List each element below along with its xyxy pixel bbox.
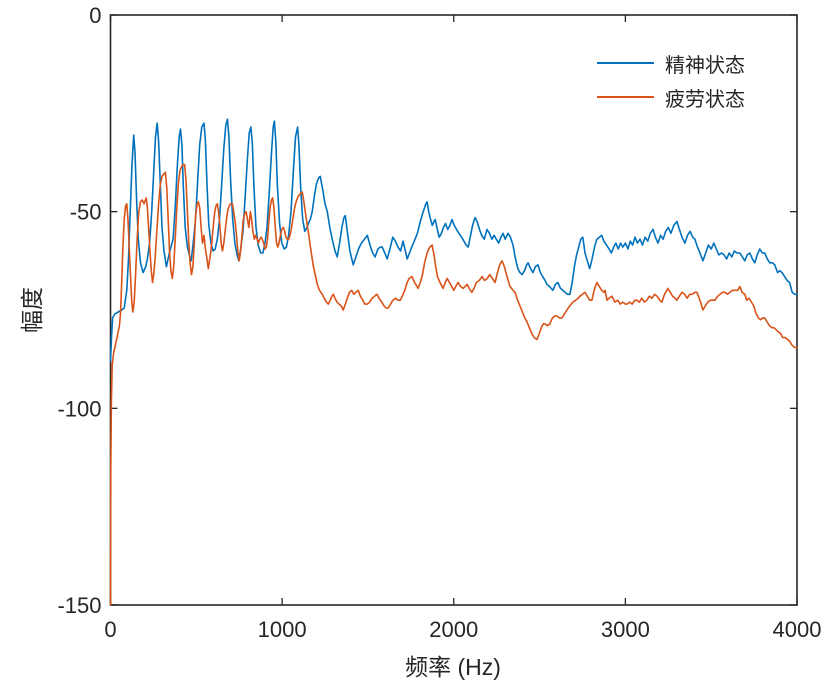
svg-text:-50: -50 xyxy=(70,200,102,225)
svg-text:4000: 4000 xyxy=(773,617,822,642)
x-axis-label: 频率 (Hz) xyxy=(405,654,501,680)
legend-line-swatch-fatigue xyxy=(597,96,654,98)
legend-label-alert: 精神状态 xyxy=(665,54,745,77)
svg-text:0: 0 xyxy=(89,3,101,28)
y-axis-label: 幅度 xyxy=(19,287,45,333)
svg-text:-150: -150 xyxy=(57,593,101,618)
svg-text:3000: 3000 xyxy=(601,617,650,642)
legend-item-fatigue: 疲劳状态 xyxy=(597,80,745,114)
svg-text:-100: -100 xyxy=(57,396,101,421)
legend-item-alert: 精神状态 xyxy=(597,46,745,80)
legend-label-fatigue: 疲劳状态 xyxy=(665,88,745,111)
legend: 精神状态 疲劳状态 xyxy=(597,46,745,114)
svg-text:1000: 1000 xyxy=(258,617,307,642)
svg-text:0: 0 xyxy=(104,617,116,642)
legend-line-swatch-alert xyxy=(597,62,654,64)
svg-text:2000: 2000 xyxy=(429,617,478,642)
